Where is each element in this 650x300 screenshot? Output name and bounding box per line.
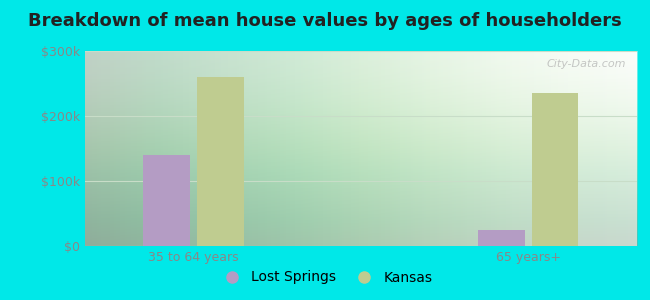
Bar bbox=[478, 230, 525, 246]
Text: City-Data.com: City-Data.com bbox=[547, 59, 626, 69]
Legend: Lost Springs, Kansas: Lost Springs, Kansas bbox=[212, 265, 438, 290]
Bar bbox=[143, 155, 190, 246]
Bar bbox=[197, 77, 244, 246]
Text: Breakdown of mean house values by ages of householders: Breakdown of mean house values by ages o… bbox=[28, 12, 622, 30]
Bar bbox=[532, 93, 578, 246]
